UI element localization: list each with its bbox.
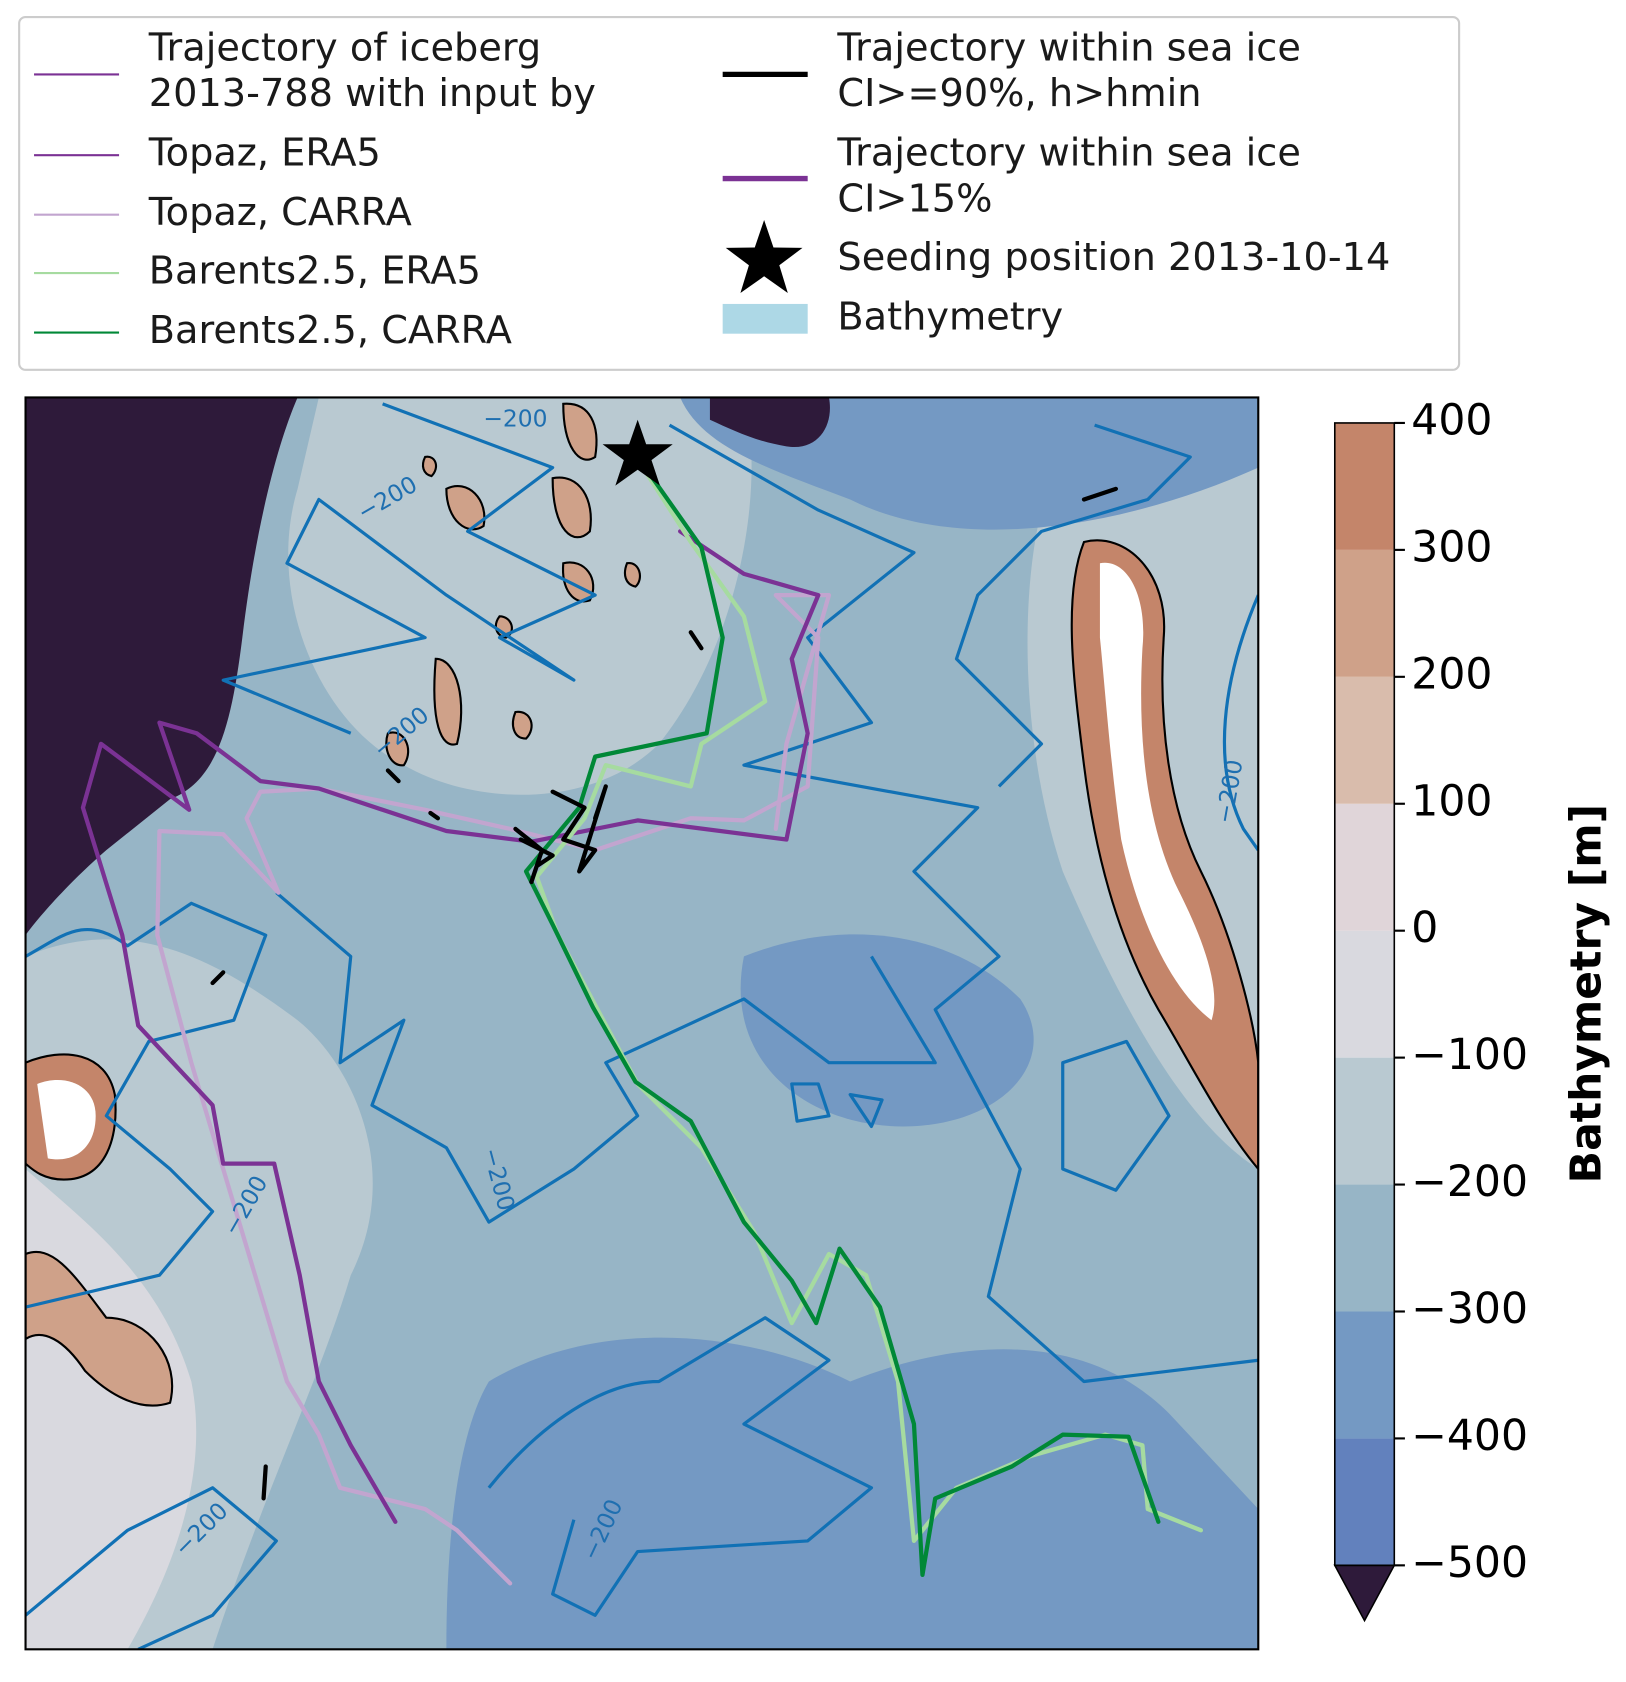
colorbar-extend — [1333, 1564, 1396, 1623]
legend-box — [18, 15, 1461, 371]
colorbar-band — [1334, 803, 1395, 931]
colorbar-band — [1334, 930, 1395, 1058]
legend-star — [725, 219, 803, 293]
contour — [487, 1316, 874, 1617]
colorbar-band — [1334, 1438, 1395, 1566]
contour — [790, 1082, 884, 1129]
colorbar-band — [1334, 549, 1395, 677]
trajectory — [80, 529, 821, 1524]
colorbar-tick-label: 300 — [1411, 523, 1492, 572]
trajectories — [80, 454, 1204, 1586]
legend-label: Barents2.5, CARRA — [149, 308, 512, 353]
deep — [446, 1337, 1259, 1650]
colorbar-band — [1334, 1057, 1395, 1185]
colorbar-frame — [1333, 422, 1396, 1567]
land — [25, 1251, 174, 1407]
colorbar-tick-label: 400 — [1411, 396, 1492, 445]
legend-label: Trajectory within sea ice — [836, 25, 1300, 70]
colorbar-band — [1334, 1311, 1395, 1439]
legend-label: CI>=90%, h>hmin — [837, 71, 1201, 116]
colorbar-tick-label: 0 — [1411, 904, 1438, 953]
colorbar-tick-label: 200 — [1411, 650, 1492, 699]
shelf — [288, 397, 752, 795]
contour — [1222, 594, 1259, 852]
legend-label: Barents2.5, ERA5 — [149, 249, 481, 294]
colorbar-band — [1334, 676, 1395, 804]
glacier — [1099, 562, 1215, 1021]
colorbar-tick-label: −400 — [1411, 1412, 1528, 1461]
colorbar: −500 −400 −300 −200 −100 0 100 200 300 400 Bathyme… — [1333, 396, 1611, 1623]
legend-patch — [722, 303, 808, 334]
map: −200−200−200−200−200−200−200 −200 — [25, 397, 1259, 1650]
legend-label: Bathymetry — [837, 294, 1063, 339]
colorbar-tick-label: −500 — [1411, 1539, 1528, 1588]
legend-label: Trajectory of iceberg — [148, 25, 541, 70]
sea-ice-segment — [210, 486, 1118, 1501]
deep-basin — [25, 397, 298, 936]
glacier — [37, 1079, 96, 1160]
contour — [25, 901, 268, 1309]
contour — [25, 1486, 278, 1650]
legend-label: Trajectory within sea ice — [836, 131, 1300, 176]
trajectory — [523, 454, 1161, 1578]
contour — [1061, 1039, 1171, 1192]
colorbar-tick-label: −100 — [1411, 1031, 1528, 1080]
contour — [221, 402, 597, 735]
contour-label: −200 — [483, 404, 547, 432]
deep — [740, 934, 1034, 1127]
contours — [25, 402, 1259, 1650]
colorbar-tick-label: −200 — [1411, 1158, 1528, 1207]
colorbar-band — [1334, 422, 1395, 550]
legend-label: Seeding position 2013-10-14 — [837, 235, 1390, 280]
legend-label: Topaz, ERA5 — [148, 131, 381, 176]
seeding-star — [602, 419, 673, 486]
colorbar-label: Bathymetry [m] — [1562, 804, 1611, 1183]
colorbar-band — [1334, 1184, 1395, 1312]
contour — [275, 891, 937, 1224]
map-frame — [24, 396, 1260, 1651]
colorbar-tick-label: −300 — [1411, 1285, 1528, 1334]
legend-label: CI>15% — [837, 176, 992, 221]
deep-basin — [709, 397, 830, 448]
legend-label: 2013-788 with input by — [149, 71, 596, 116]
contour — [668, 423, 1259, 1384]
colorbar-tick-label: 100 — [1411, 777, 1492, 826]
legend-label: Topaz, CARRA — [148, 190, 412, 235]
contour — [954, 423, 1192, 788]
